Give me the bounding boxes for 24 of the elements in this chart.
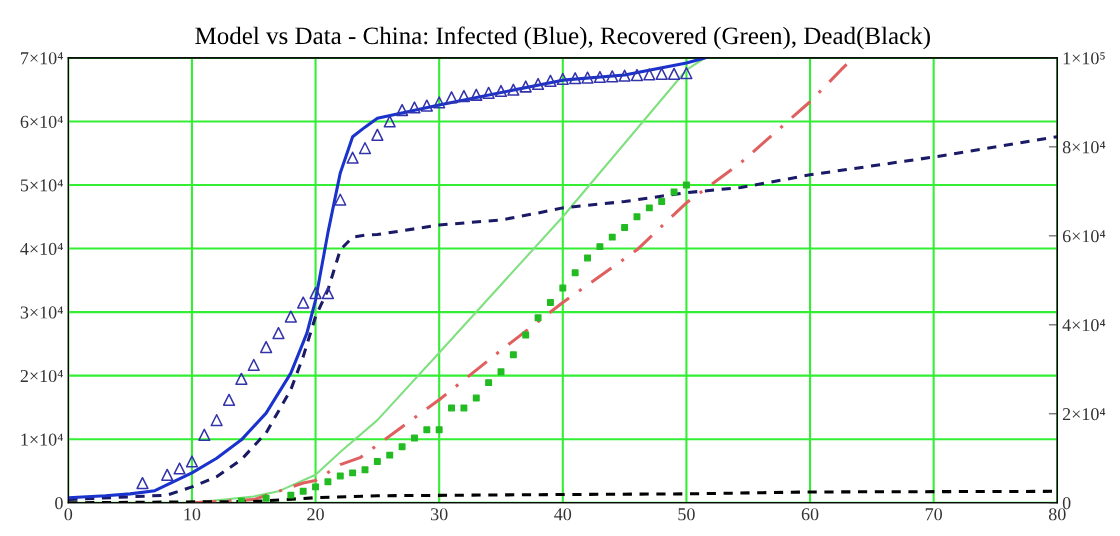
y-tick-label: 2×10⁴: [20, 369, 63, 383]
chart-title: Model vs Data - China: Infected (Blue), Recovered (Green), Dead(Black): [195, 26, 930, 50]
y-tick-label: 7×10⁴: [21, 52, 63, 65]
y2-tick-label: 2×10⁴: [1062, 408, 1106, 421]
y-tick-label: 1×10⁴: [21, 433, 63, 446]
y2-tick-label: 0: [1062, 497, 1071, 510]
x-tick-label: 60: [801, 508, 819, 521]
x-tick-label: 40: [554, 508, 572, 521]
y2-tick-label: 6×10⁴: [1062, 230, 1106, 243]
y2-tick-label: 4×10⁴: [1062, 319, 1106, 332]
x-tick-label: 10: [184, 508, 201, 521]
y-tick-label: 3×10⁴: [20, 306, 63, 319]
x-tick-label: 70: [925, 508, 942, 521]
y2-tick-label: 1×10⁵: [1063, 52, 1105, 65]
x-tick-label: 0: [64, 508, 73, 521]
y-tick-label: 0: [55, 497, 63, 510]
x-tick-label: 30: [431, 508, 448, 521]
x-tick-label: 80: [1048, 508, 1066, 521]
y-tick-label: 5×10⁴: [20, 179, 63, 192]
x-tick-label: 50: [678, 508, 695, 521]
y2-tick-label: 8×10⁴: [1062, 141, 1106, 154]
y-tick-label: 6×10⁴: [20, 115, 63, 128]
x-tick-label: 20: [307, 508, 324, 521]
y-tick-label: 4×10⁴: [20, 242, 63, 255]
